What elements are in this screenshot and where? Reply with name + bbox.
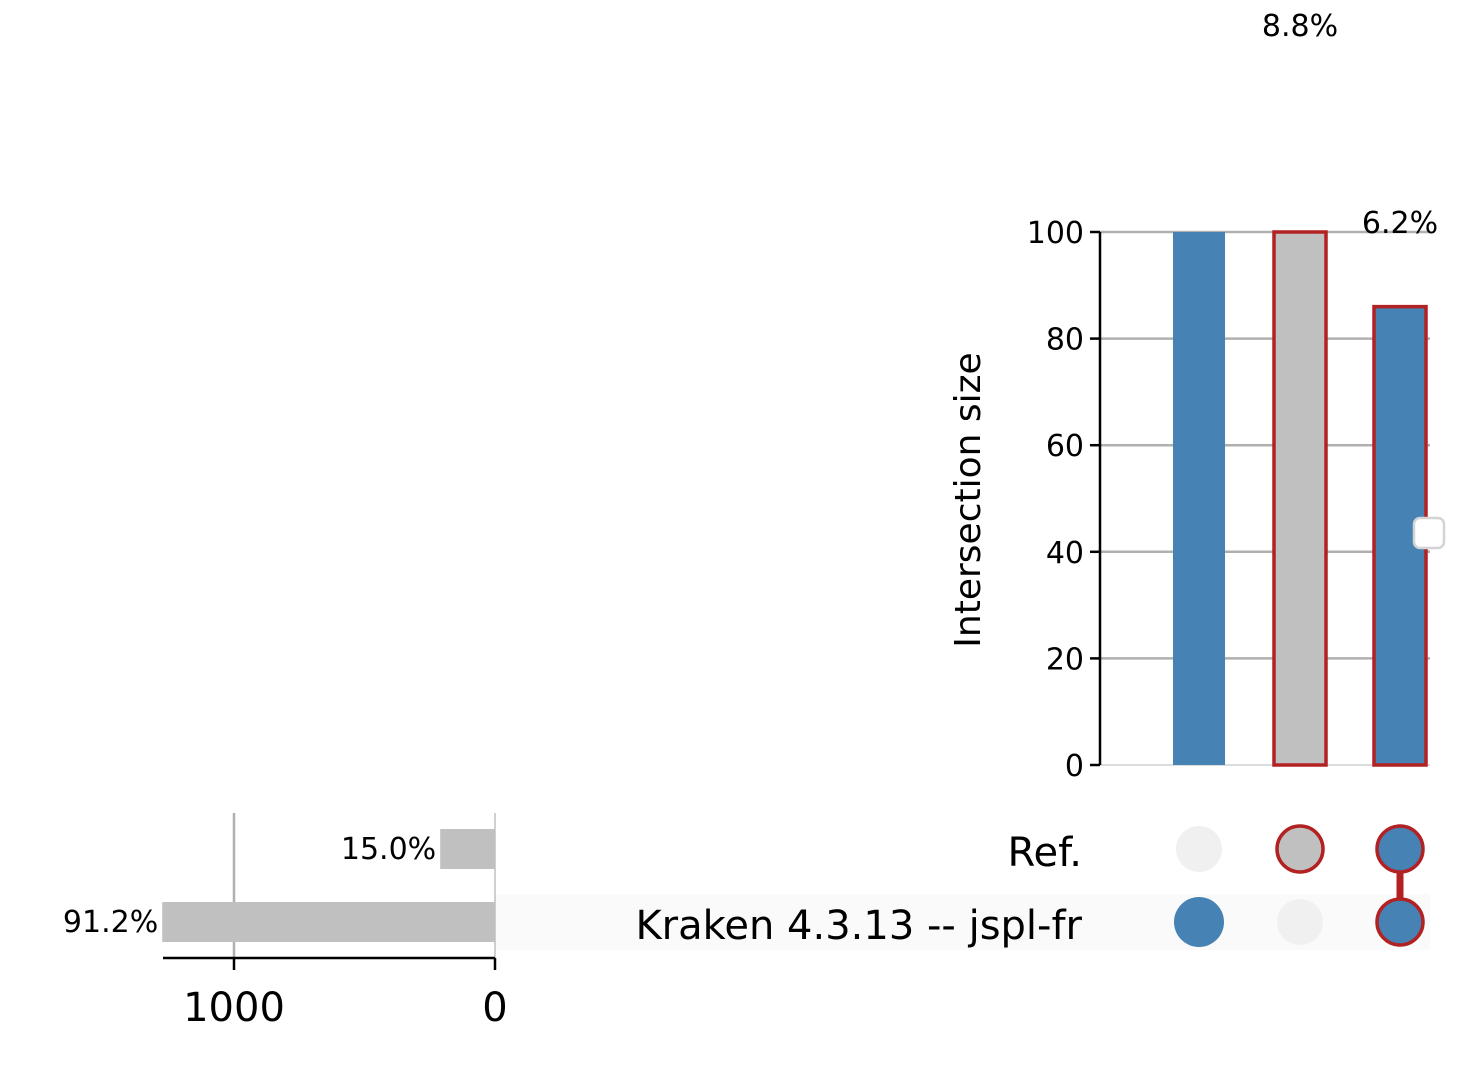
set-size-bar xyxy=(162,902,495,942)
set-size-bar xyxy=(440,829,495,869)
matrix-dot-active xyxy=(1275,824,1325,874)
set-size-tick-label: 0 xyxy=(482,985,507,1031)
set-row-stripe xyxy=(495,894,1430,950)
set-size-bar-label: 91.2% xyxy=(63,905,158,940)
matrix-dot-inactive xyxy=(1176,826,1222,872)
matrix-dot-active xyxy=(1375,897,1425,947)
intersection-bar xyxy=(1272,230,1328,767)
y-tick-label: 100 xyxy=(1027,216,1084,251)
intersection-bars xyxy=(1173,230,1428,767)
y-tick-label: 0 xyxy=(1065,749,1084,784)
y-tick-label: 40 xyxy=(1046,536,1084,571)
intersection-bar-label: 8.8% xyxy=(1262,9,1338,44)
set-name-label: Ref. xyxy=(1008,830,1083,876)
set-size-bar-label: 15.0% xyxy=(341,832,436,867)
intersection-bar-labels: 8.8% 6.2% xyxy=(1262,9,1438,241)
y-tick-label: 80 xyxy=(1046,323,1084,358)
set-size-bars xyxy=(162,829,495,942)
y-ticks: 0 20 40 60 80 100 xyxy=(1027,216,1100,784)
y-tick-label: 20 xyxy=(1046,642,1084,677)
matrix-dot-inactive xyxy=(1277,899,1323,945)
membership-matrix xyxy=(1174,824,1425,947)
set-size-tick-label: 1000 xyxy=(183,985,285,1031)
set-size-labels: 15.0% 91.2% xyxy=(63,832,436,940)
intersection-bar-label: 6.2% xyxy=(1362,206,1438,241)
y-tick-label: 60 xyxy=(1046,429,1084,464)
y-axis-label: Intersection size xyxy=(948,352,989,647)
set-names: Ref. Kraken 4.3.13 -- jspl-fr xyxy=(635,830,1082,949)
set-name-label: Kraken 4.3.13 -- jspl-fr xyxy=(635,903,1082,949)
intersection-bar xyxy=(1173,232,1225,765)
legend-box xyxy=(1412,516,1446,550)
matrix-dot-active xyxy=(1375,824,1425,874)
matrix-dot-active xyxy=(1174,897,1224,947)
set-size-ticks: 1000 0 xyxy=(183,958,508,1031)
